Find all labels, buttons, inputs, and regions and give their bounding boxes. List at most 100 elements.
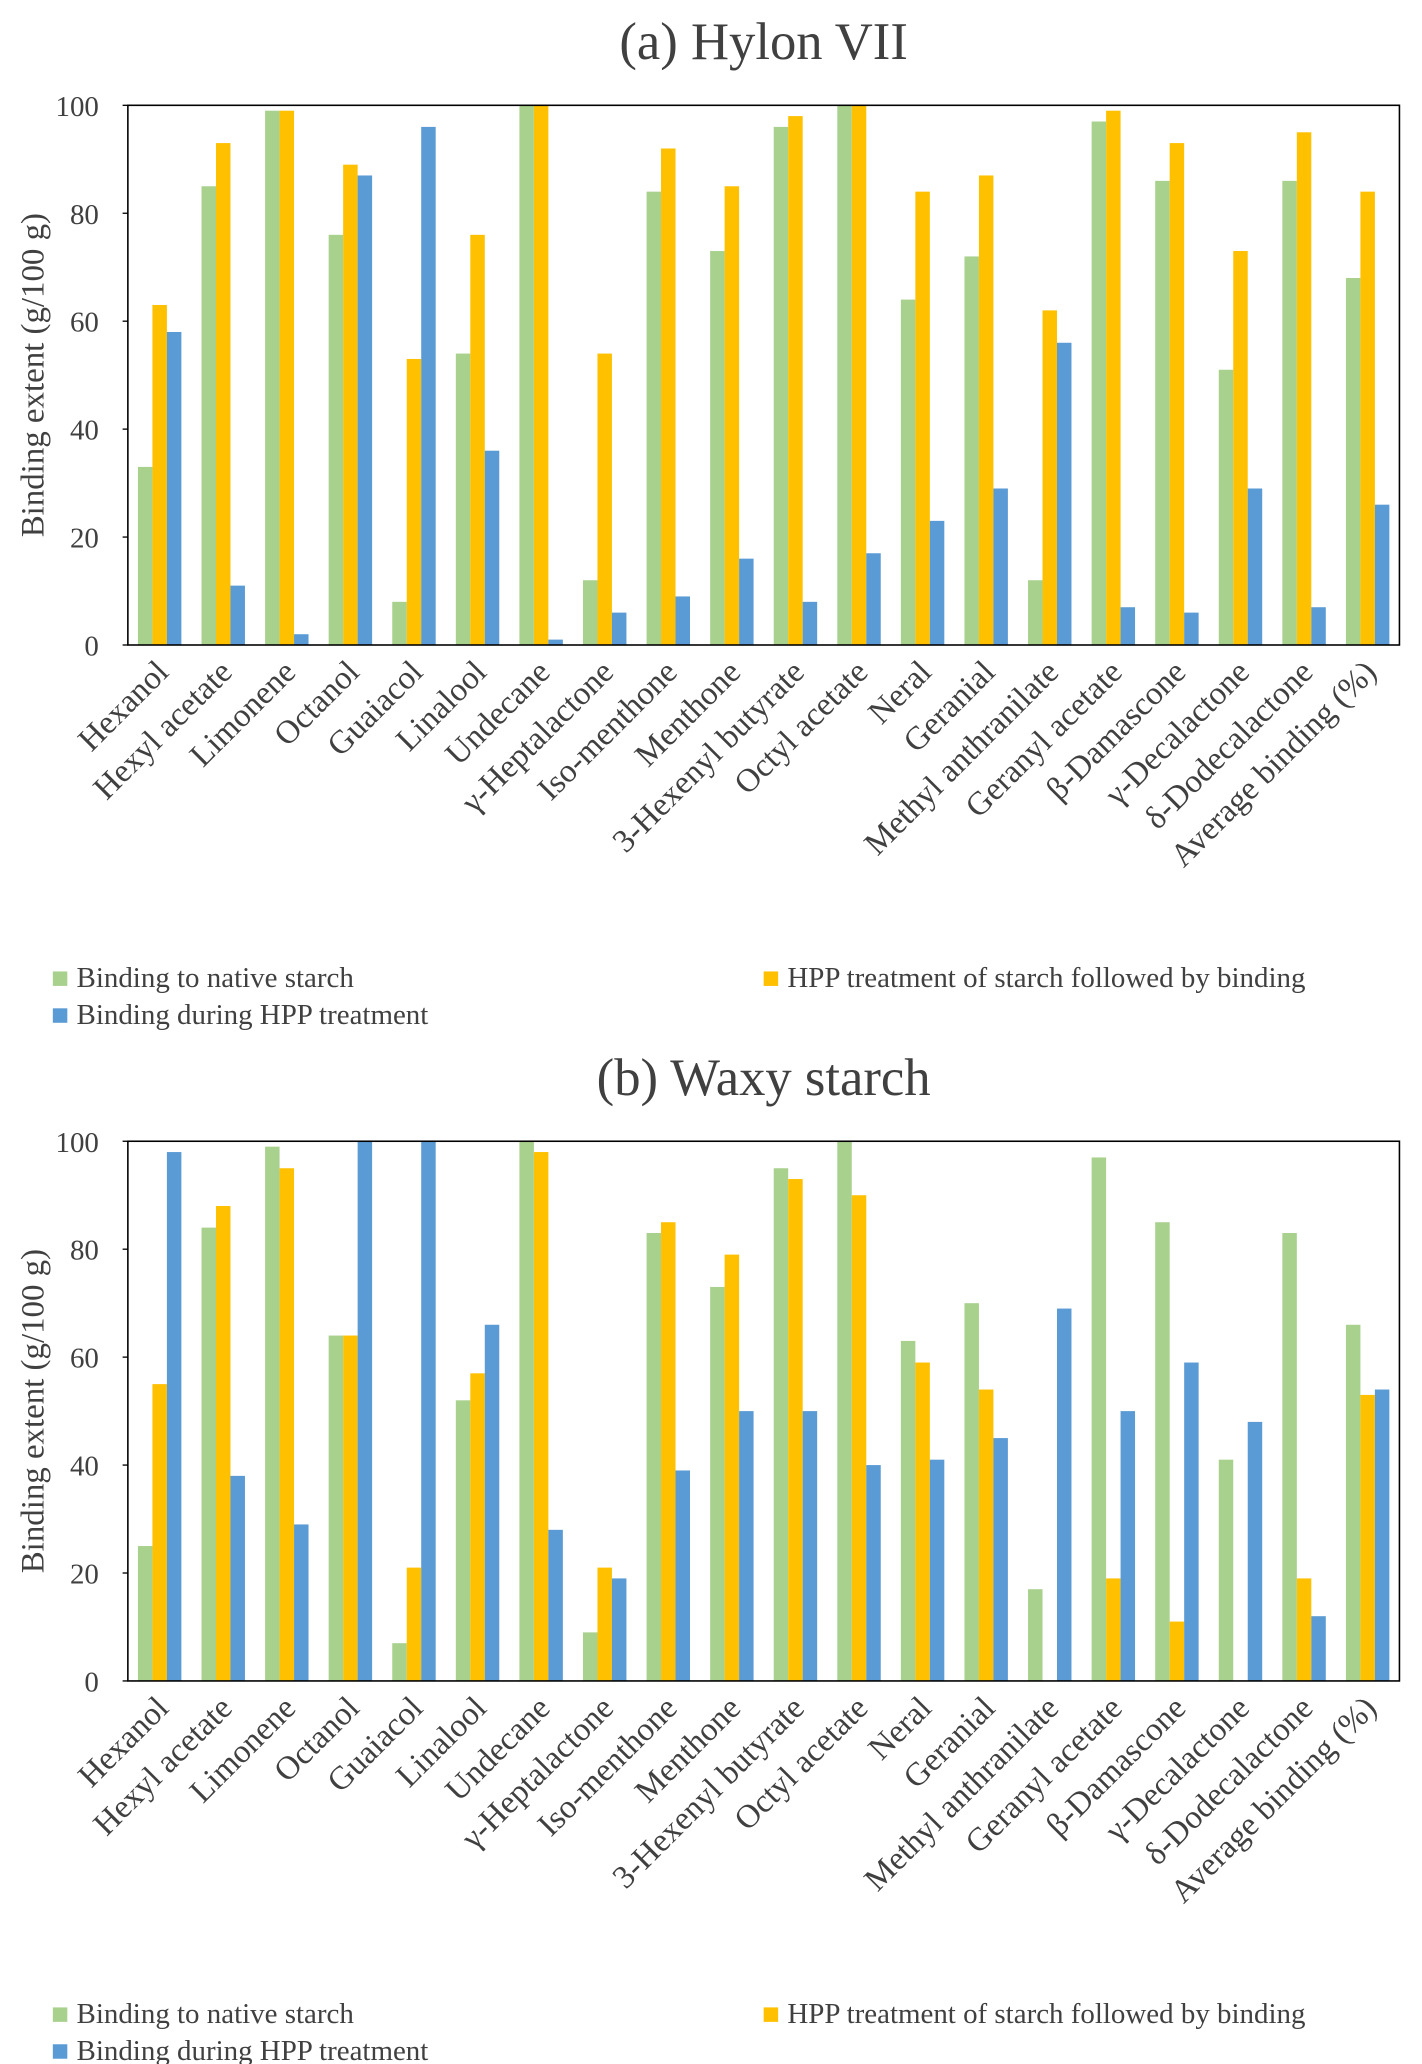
bar xyxy=(1091,1157,1107,1681)
bar xyxy=(421,1141,436,1681)
bar xyxy=(739,1411,754,1681)
bar xyxy=(1247,1421,1263,1681)
y-tick-label: 40 xyxy=(70,415,99,447)
chart: (b) Waxy starch Binding extent (g/100 g) 0… xyxy=(16,1049,1401,2064)
bar xyxy=(915,191,930,645)
bar xyxy=(265,1146,280,1681)
bar xyxy=(294,1524,309,1681)
bar xyxy=(1311,607,1326,645)
bar xyxy=(152,1384,167,1681)
bar xyxy=(739,558,754,645)
bar xyxy=(993,488,1008,645)
bar xyxy=(392,601,407,645)
bar xyxy=(1028,580,1043,645)
bar xyxy=(328,234,344,645)
bar xyxy=(851,105,867,645)
bar xyxy=(406,358,422,645)
chart-title: (b) Waxy starch xyxy=(597,1049,931,1107)
y-tick-label: 100 xyxy=(56,1127,99,1159)
bar xyxy=(294,634,309,645)
bar xyxy=(978,175,994,646)
legend-label: Binding during HPP treatment xyxy=(77,999,429,1031)
bar xyxy=(646,1233,662,1681)
bar xyxy=(802,1411,818,1681)
bar xyxy=(533,1152,549,1681)
bar xyxy=(470,1373,485,1681)
bar xyxy=(201,186,216,646)
bar xyxy=(1345,1324,1361,1681)
legend-swatch xyxy=(52,971,68,986)
y-axis-label: Binding extent (g/100 g) xyxy=(16,1249,52,1573)
bar xyxy=(1282,180,1297,645)
bar xyxy=(788,116,803,646)
y-tick-label: 100 xyxy=(56,91,99,123)
legend-swatch xyxy=(52,1008,68,1023)
y-tick-label: 80 xyxy=(70,1235,99,1267)
bar xyxy=(1042,310,1057,645)
bar xyxy=(978,1389,994,1681)
bar xyxy=(166,331,182,645)
bar xyxy=(1169,1621,1185,1681)
bar xyxy=(1120,1411,1136,1681)
bar xyxy=(484,1324,500,1681)
bar xyxy=(1296,1578,1312,1681)
bar xyxy=(993,1438,1008,1681)
bar xyxy=(646,191,662,645)
bar xyxy=(230,585,245,645)
bar xyxy=(675,596,691,645)
bar xyxy=(1218,369,1234,645)
bar xyxy=(1360,191,1375,645)
bar xyxy=(773,1168,789,1681)
y-tick-label: 20 xyxy=(70,1559,99,1591)
legend-label: HPP treatment of starch followed by bind… xyxy=(787,962,1305,994)
y-tick-label: 20 xyxy=(70,523,99,555)
legend-label: HPP treatment of starch followed by bind… xyxy=(787,1998,1305,2030)
y-tick-label: 0 xyxy=(84,1666,98,1698)
bar xyxy=(137,466,153,645)
bar xyxy=(900,1340,916,1681)
bar xyxy=(343,164,358,646)
bar xyxy=(1360,1394,1375,1681)
legend-swatch xyxy=(52,2044,68,2059)
bar xyxy=(1106,110,1121,645)
bar xyxy=(802,601,818,645)
bar xyxy=(1106,1578,1121,1681)
bar xyxy=(1374,1389,1390,1681)
bar xyxy=(1345,278,1361,645)
bar xyxy=(724,186,740,646)
bar xyxy=(484,450,500,645)
bar xyxy=(519,105,534,645)
bar xyxy=(1155,1222,1170,1681)
bar xyxy=(900,299,916,645)
bar xyxy=(455,353,471,645)
legend-swatch xyxy=(52,2007,68,2022)
bar xyxy=(929,1459,945,1681)
y-tick-label: 60 xyxy=(70,1343,99,1375)
bar xyxy=(279,1168,295,1681)
bar xyxy=(915,1362,930,1681)
bar xyxy=(1218,1459,1234,1681)
plot-frame xyxy=(127,104,1401,646)
bar xyxy=(1028,1589,1043,1681)
bar xyxy=(1169,143,1185,645)
bar xyxy=(230,1475,245,1681)
bar xyxy=(1091,121,1107,645)
bar xyxy=(710,1286,725,1681)
bar xyxy=(201,1227,216,1681)
bar xyxy=(661,148,676,646)
bar xyxy=(788,1179,803,1681)
bar xyxy=(710,251,725,645)
legend-swatch xyxy=(763,2007,779,2022)
y-tick-label: 80 xyxy=(70,199,99,231)
bar xyxy=(582,1632,598,1681)
y-axis-label: Binding extent (g/100 g) xyxy=(16,213,52,537)
bar xyxy=(851,1195,867,1681)
bar xyxy=(1155,180,1170,645)
bar xyxy=(265,110,280,645)
bar xyxy=(343,1335,358,1681)
bar xyxy=(548,1529,563,1681)
legend-label: Binding to native starch xyxy=(77,1998,355,2030)
chart: (a) Hylon VII Binding extent (g/100 g) 0 20… xyxy=(16,13,1401,1031)
bar xyxy=(929,520,945,645)
